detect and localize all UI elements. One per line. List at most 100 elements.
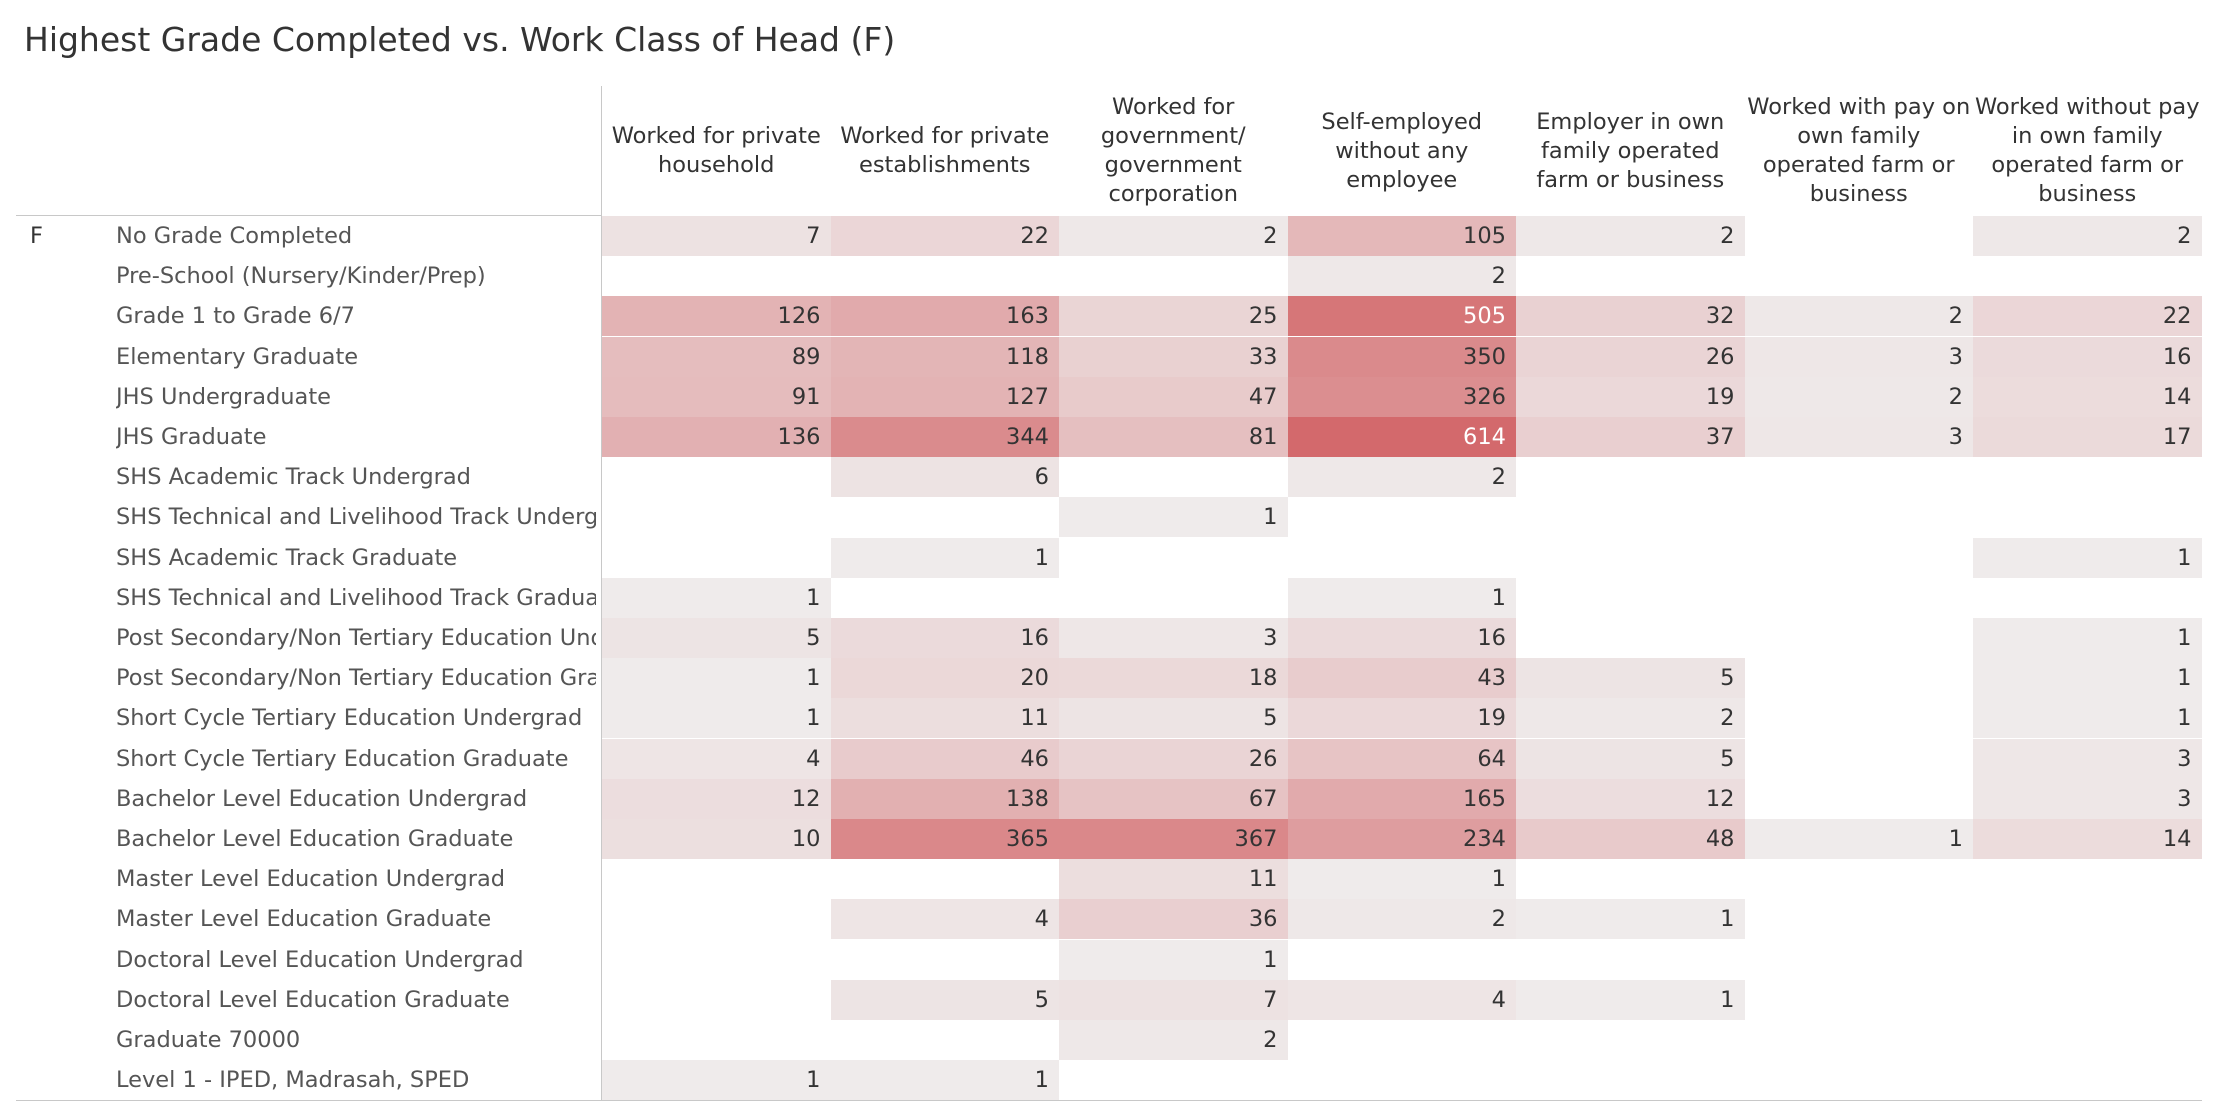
heatmap-cell[interactable]: 19 bbox=[1705, 383, 1735, 410]
heatmap-cell[interactable]: 89 bbox=[791, 343, 821, 370]
heatmap-cell[interactable]: 138 bbox=[1006, 785, 1049, 812]
heatmap-cell[interactable]: 91 bbox=[791, 383, 821, 410]
heatmap-cell[interactable]: 5 bbox=[1034, 986, 1049, 1013]
heatmap-cell[interactable]: 1 bbox=[2177, 665, 2192, 692]
heatmap-cell[interactable]: 1 bbox=[1720, 906, 1735, 933]
row-header[interactable]: SHS Technical and Livelihood Track Gradu… bbox=[116, 584, 596, 611]
column-header[interactable]: Worked for private establishments bbox=[840, 123, 1050, 178]
heatmap-cell[interactable]: 11 bbox=[1020, 705, 1049, 732]
heatmap-cell[interactable]: 1 bbox=[2177, 544, 2192, 571]
row-header[interactable]: Doctoral Level Education Graduate bbox=[116, 986, 510, 1013]
heatmap-cell[interactable]: 1 bbox=[1263, 504, 1278, 531]
heatmap-cell[interactable]: 1 bbox=[1948, 826, 1963, 852]
column-header[interactable]: Worked for private household bbox=[611, 123, 821, 178]
column-header[interactable]: Worked for government/ government corpor… bbox=[1100, 94, 1246, 207]
heatmap-cell[interactable]: 22 bbox=[1020, 223, 1049, 249]
row-header[interactable]: Level 1 - IPED, Madrasah, SPED bbox=[116, 1067, 470, 1094]
heatmap-cell[interactable]: 7 bbox=[806, 223, 821, 249]
row-header[interactable]: SHS Technical and Livelihood Track Under… bbox=[116, 504, 596, 531]
row-header[interactable]: Bachelor Level Education Graduate bbox=[116, 826, 514, 852]
heatmap-cell[interactable]: 2 bbox=[1720, 705, 1735, 732]
row-header[interactable]: SHS Academic Track Undergrad bbox=[116, 464, 471, 491]
heatmap-cell[interactable]: 1 bbox=[806, 665, 821, 692]
heatmap-cell[interactable]: 614 bbox=[1463, 424, 1506, 450]
row-header[interactable]: JHS Graduate bbox=[116, 424, 267, 450]
row-header[interactable]: Short Cycle Tertiary Education Undergrad bbox=[116, 705, 583, 732]
heatmap-cell[interactable]: 2 bbox=[1491, 263, 1506, 290]
row-header[interactable]: Grade 1 to Grade 6/7 bbox=[116, 303, 355, 330]
heatmap-cell[interactable]: 10 bbox=[791, 826, 821, 852]
heatmap-cell[interactable]: 367 bbox=[1234, 826, 1278, 852]
row-header[interactable]: SHS Academic Track Graduate bbox=[116, 544, 458, 571]
heatmap-cell[interactable]: 3 bbox=[2177, 785, 2192, 812]
row-header[interactable]: No Grade Completed bbox=[116, 223, 353, 249]
heatmap-cell[interactable]: 26 bbox=[1705, 343, 1735, 370]
heatmap-cell[interactable]: 12 bbox=[791, 785, 821, 812]
heatmap-cell[interactable]: 365 bbox=[1006, 826, 1049, 852]
heatmap-cell[interactable]: 6 bbox=[1034, 464, 1049, 491]
heatmap-cell[interactable]: 1 bbox=[2177, 625, 2192, 651]
heatmap-cell[interactable]: 4 bbox=[1491, 986, 1506, 1013]
heatmap-cell[interactable]: 14 bbox=[2162, 383, 2192, 410]
heatmap-cell[interactable]: 4 bbox=[806, 745, 821, 772]
heatmap-cell[interactable]: 36 bbox=[1248, 906, 1278, 933]
heatmap-cell[interactable]: 5 bbox=[1263, 705, 1278, 732]
heatmap-cell[interactable]: 505 bbox=[1463, 303, 1506, 330]
heatmap-cell[interactable]: 19 bbox=[1477, 705, 1506, 732]
row-header[interactable]: Graduate 70000 bbox=[116, 1027, 301, 1053]
heatmap-cell[interactable]: 67 bbox=[1248, 785, 1278, 812]
heatmap-cell[interactable]: 326 bbox=[1463, 383, 1506, 410]
heatmap-cell[interactable]: 22 bbox=[2162, 303, 2192, 330]
row-header[interactable]: Master Level Education Graduate bbox=[116, 906, 492, 933]
row-header[interactable]: Bachelor Level Education Undergrad bbox=[116, 785, 528, 812]
heatmap-cell[interactable]: 32 bbox=[1705, 303, 1735, 330]
heatmap-cell[interactable]: 105 bbox=[1463, 223, 1506, 249]
row-header[interactable]: Pre-School (Nursery/Kinder/Prep) bbox=[116, 263, 486, 290]
column-header[interactable]: Worked without pay in own family operate… bbox=[1974, 94, 2200, 207]
heatmap-cell[interactable]: 2 bbox=[1720, 223, 1735, 249]
heatmap-cell[interactable]: 1 bbox=[806, 1067, 821, 1094]
heatmap-cell[interactable]: 127 bbox=[1006, 383, 1049, 410]
row-header[interactable]: Elementary Graduate bbox=[116, 343, 359, 370]
heatmap-cell[interactable]: 1 bbox=[806, 705, 821, 732]
row-header[interactable]: Short Cycle Tertiary Education Graduate bbox=[116, 745, 569, 772]
heatmap-cell[interactable]: 5 bbox=[1720, 665, 1735, 692]
heatmap-cell[interactable]: 26 bbox=[1248, 745, 1278, 772]
column-header[interactable]: Self-employed without any employee bbox=[1321, 108, 1483, 193]
heatmap-cell[interactable]: 17 bbox=[2162, 424, 2192, 450]
heatmap-cell[interactable]: 3 bbox=[1948, 343, 1963, 370]
heatmap-cell[interactable]: 136 bbox=[777, 424, 821, 450]
heatmap-cell[interactable]: 3 bbox=[2177, 745, 2192, 772]
heatmap-cell[interactable]: 16 bbox=[1477, 625, 1506, 651]
heatmap-cell[interactable]: 12 bbox=[1705, 785, 1735, 812]
heatmap-cell[interactable]: 25 bbox=[1248, 303, 1278, 330]
heatmap-cell[interactable]: 118 bbox=[1006, 343, 1049, 370]
heatmap-cell[interactable]: 33 bbox=[1248, 343, 1278, 370]
heatmap-cell[interactable]: 47 bbox=[1248, 383, 1278, 410]
column-header[interactable]: Employer in own family operated farm or … bbox=[1536, 108, 1725, 193]
row-header[interactable]: Post Secondary/Non Tertiary Education Gr… bbox=[116, 665, 596, 692]
heatmap-cell[interactable]: 7 bbox=[1263, 986, 1278, 1013]
heatmap-cell[interactable]: 14 bbox=[2162, 826, 2192, 852]
row-header[interactable]: Doctoral Level Education Undergrad bbox=[116, 946, 524, 973]
heatmap-cell[interactable]: 2 bbox=[1948, 383, 1963, 410]
heatmap-cell[interactable]: 20 bbox=[1020, 665, 1049, 692]
heatmap-cell[interactable]: 18 bbox=[1248, 665, 1278, 692]
heatmap-cell[interactable]: 43 bbox=[1477, 665, 1506, 692]
heatmap-cell[interactable]: 350 bbox=[1463, 343, 1506, 370]
heatmap-cell[interactable]: 2 bbox=[2177, 223, 2192, 249]
row-header[interactable]: JHS Undergraduate bbox=[116, 383, 332, 410]
heatmap-cell[interactable]: 11 bbox=[1248, 866, 1278, 893]
row-header[interactable]: Master Level Education Undergrad bbox=[116, 866, 506, 893]
heatmap-cell[interactable]: 4 bbox=[1034, 906, 1049, 933]
heatmap-cell[interactable]: 234 bbox=[1463, 826, 1506, 852]
column-header[interactable]: Worked with pay on own family operated f… bbox=[1747, 94, 1971, 207]
heatmap-cell[interactable]: 163 bbox=[1006, 303, 1049, 330]
heatmap-cell[interactable]: 48 bbox=[1705, 826, 1735, 852]
heatmap-cell[interactable]: 1 bbox=[1491, 584, 1506, 611]
heatmap-cell[interactable]: 1 bbox=[1034, 544, 1049, 571]
heatmap-cell[interactable]: 344 bbox=[1006, 424, 1049, 450]
heatmap-cell[interactable]: 3 bbox=[1948, 424, 1963, 450]
heatmap-cell[interactable]: 3 bbox=[1263, 625, 1278, 651]
row-header[interactable]: Post Secondary/Non Tertiary Education Un… bbox=[116, 625, 596, 651]
